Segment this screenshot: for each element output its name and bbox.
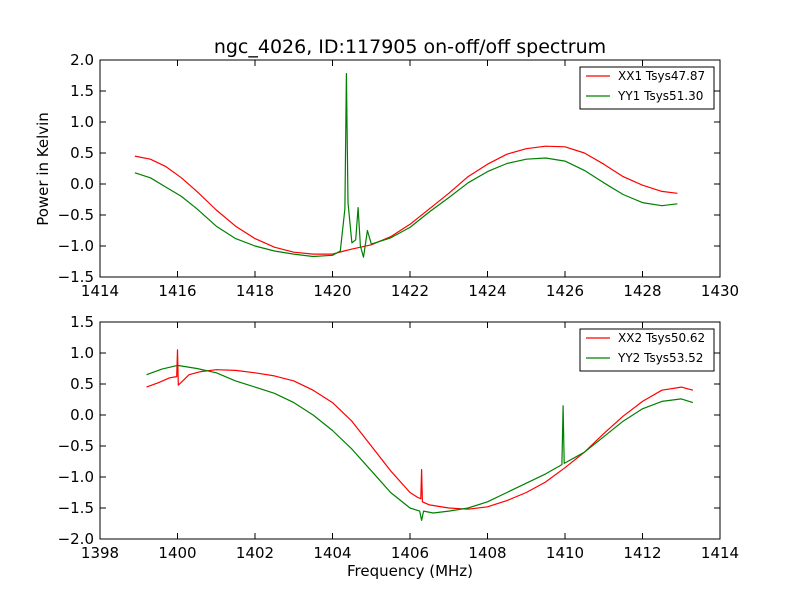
bottom-y-tick-label: 0.5 bbox=[70, 375, 94, 393]
chart-title: ngc_4026, ID:117905 on-off/off spectrum bbox=[214, 36, 606, 58]
bottom-y-tick-label: −1.5 bbox=[58, 499, 94, 517]
legend-label-yy2: YY2 Tsys53.52 bbox=[617, 351, 703, 365]
bottom-ticks: 1398 1400 1402 1404 1406 1408 1410 1412 1414 −2.0… bbox=[58, 313, 740, 562]
y-axis-label: Power in Kelvin bbox=[34, 112, 52, 226]
top-plot-frame bbox=[99, 59, 721, 278]
bottom-x-tick-label: 1398 bbox=[81, 544, 119, 562]
top-y-tick-label: 0.0 bbox=[70, 175, 94, 193]
bottom-x-tick-label: 1400 bbox=[158, 544, 196, 562]
top-y-tick-label: −0.5 bbox=[58, 206, 94, 224]
top-x-tick-label: 1424 bbox=[468, 282, 506, 300]
top-x-tick-label: 1422 bbox=[391, 282, 429, 300]
top-series-lines bbox=[134, 72, 678, 258]
top-subplot: ngc_4026, ID:117905 on-off/off spectrum … bbox=[34, 36, 739, 300]
bottom-x-tick-label: 1406 bbox=[391, 544, 429, 562]
top-y-tick-label: 1.0 bbox=[70, 113, 94, 131]
bottom-legend: XX2 Tsys50.62 YY2 Tsys53.52 bbox=[579, 328, 715, 372]
top-x-tick-label: 1426 bbox=[546, 282, 584, 300]
bottom-y-tick-label: −1.0 bbox=[58, 468, 94, 486]
bottom-legend-box bbox=[579, 328, 715, 372]
legend-label-yy1: YY1 Tsys51.30 bbox=[617, 89, 703, 103]
bottom-y-tick-label: 1.5 bbox=[70, 313, 94, 331]
bottom-x-tick-label: 1412 bbox=[623, 544, 661, 562]
bottom-series-line-yy bbox=[146, 364, 694, 522]
top-ticks: 1414 1416 1418 1420 1422 1424 1426 1428 1430 −1.5… bbox=[58, 51, 740, 300]
top-x-tick-label: 1428 bbox=[623, 282, 661, 300]
bottom-x-tick-label: 1402 bbox=[236, 544, 274, 562]
top-x-tick-label: 1414 bbox=[81, 282, 119, 300]
top-x-tick-label: 1430 bbox=[701, 282, 739, 300]
bottom-y-tick-label: −2.0 bbox=[58, 530, 94, 548]
bottom-plot-frame bbox=[99, 321, 721, 540]
top-y-tick-label: 1.5 bbox=[70, 82, 94, 100]
legend-label-xx1: XX1 Tsys47.87 bbox=[618, 69, 705, 83]
bottom-x-tick-label: 1414 bbox=[701, 544, 739, 562]
top-legend-box bbox=[579, 66, 715, 110]
bottom-series-lines bbox=[146, 349, 694, 522]
legend-label-xx2: XX2 Tsys50.62 bbox=[618, 331, 705, 345]
bottom-x-tick-label: 1404 bbox=[313, 544, 351, 562]
x-axis-label: Frequency (MHz) bbox=[347, 562, 473, 580]
top-y-tick-label: 2.0 bbox=[70, 51, 94, 69]
top-x-tick-label: 1418 bbox=[236, 282, 274, 300]
bottom-x-tick-label: 1410 bbox=[546, 544, 584, 562]
top-x-tick-label: 1420 bbox=[313, 282, 351, 300]
bottom-x-tick-label: 1408 bbox=[468, 544, 506, 562]
bottom-y-tick-label: 0.0 bbox=[70, 406, 94, 424]
bottom-subplot: Frequency (MHz) 1398 1400 1402 1404 1406 1408… bbox=[58, 313, 740, 580]
top-series-line-xx bbox=[134, 145, 678, 255]
bottom-series-line-xx bbox=[146, 349, 694, 510]
top-y-tick-label: −1.0 bbox=[58, 237, 94, 255]
top-y-tick-label: −1.5 bbox=[58, 268, 94, 286]
bottom-y-tick-label: 1.0 bbox=[70, 344, 94, 362]
top-y-tick-label: 0.5 bbox=[70, 144, 94, 162]
bottom-y-tick-label: −0.5 bbox=[58, 437, 94, 455]
top-series-line-yy bbox=[134, 72, 678, 258]
top-x-tick-label: 1416 bbox=[158, 282, 196, 300]
top-legend: XX1 Tsys47.87 YY1 Tsys51.30 bbox=[579, 66, 715, 110]
